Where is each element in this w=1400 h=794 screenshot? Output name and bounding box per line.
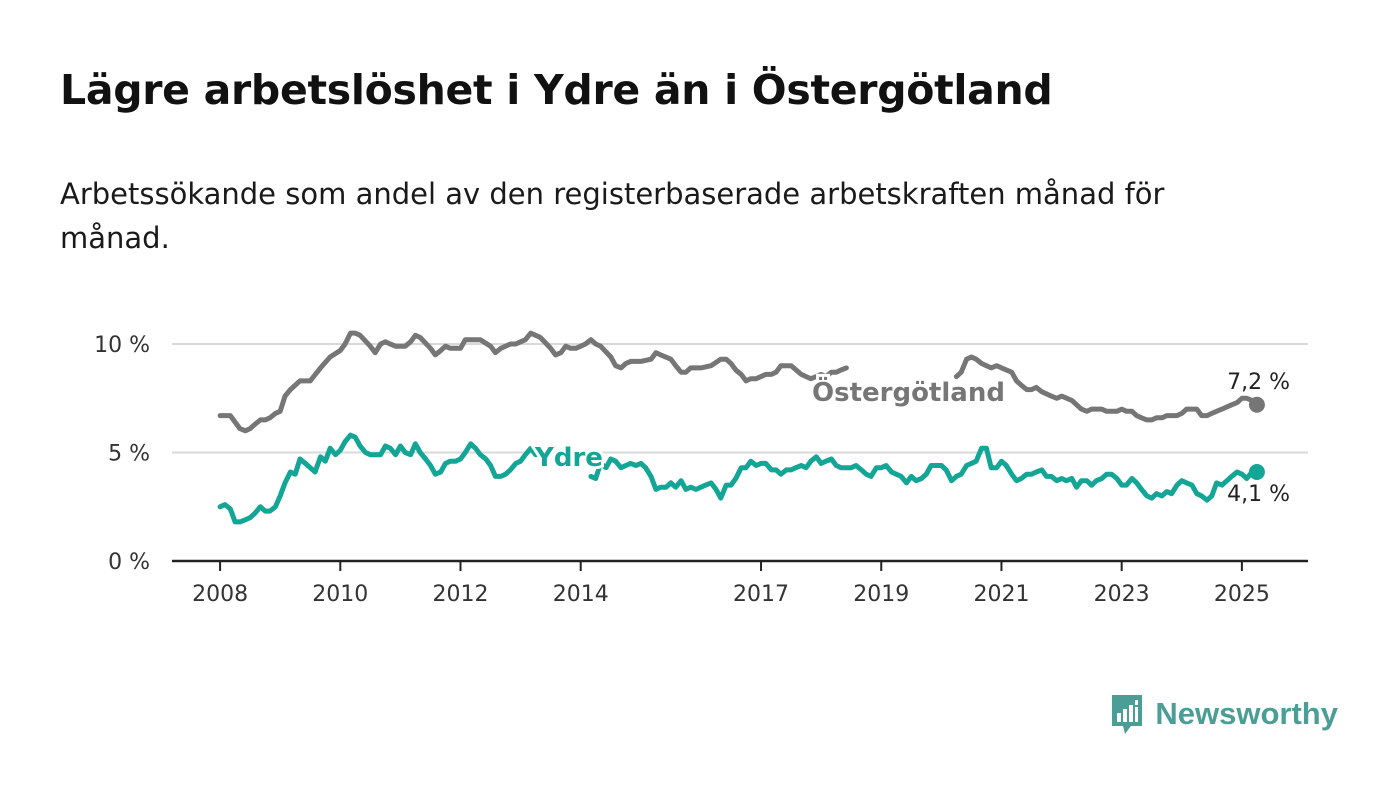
x-tick-label: 2025 <box>1214 582 1270 607</box>
end-point-ydre <box>1248 464 1265 481</box>
x-tick-label: 2010 <box>312 582 368 607</box>
y-axis-labels: 0 % 5 % 10 % <box>94 333 150 575</box>
series-line-ostergotland <box>953 354 1260 423</box>
series-label-ydre: Ydre <box>534 443 603 473</box>
grid-lines <box>172 343 1308 454</box>
x-tick-label: 2012 <box>433 582 489 607</box>
y-tick-label: 10 % <box>94 333 150 358</box>
end-label-ydre: 4,1 % <box>1227 482 1290 507</box>
bar-chart-icon <box>1112 695 1143 734</box>
newsworthy-logo[interactable]: Newsworthy <box>1109 692 1338 736</box>
series-line-ydre <box>217 432 549 525</box>
chart-subtitle: Arbetssökande som andel av den registerb… <box>60 177 1165 255</box>
brand-name: Newsworthy <box>1155 696 1338 731</box>
x-tick-label: 2017 <box>733 582 789 607</box>
series-lines <box>217 330 1265 525</box>
y-tick-label: 5 % <box>108 442 150 467</box>
series-labels: Östergötland 7,2 % Ydre 4,1 % <box>531 368 1293 510</box>
series-label-ostergotland: Östergötland <box>812 375 1005 408</box>
series-line-ydre <box>588 445 1260 503</box>
x-tick-label: 2019 <box>853 582 909 607</box>
end-point-ostergotland <box>1248 396 1265 413</box>
y-tick-label: 0 % <box>108 550 150 575</box>
end-label-ostergotland: 7,2 % <box>1227 370 1290 395</box>
x-tick-label: 2008 <box>192 582 248 607</box>
series-line-ostergotland <box>217 330 849 434</box>
x-axis: 2008 2010 2012 2014 2017 2019 2021 2023 2025 <box>172 559 1308 607</box>
chart-title: Lägre arbetslöshet i Ydre än i Östergötl… <box>60 66 1053 114</box>
x-tick-label: 2023 <box>1094 582 1150 607</box>
x-tick-label: 2021 <box>973 582 1029 607</box>
x-tick-label: 2014 <box>553 582 609 607</box>
